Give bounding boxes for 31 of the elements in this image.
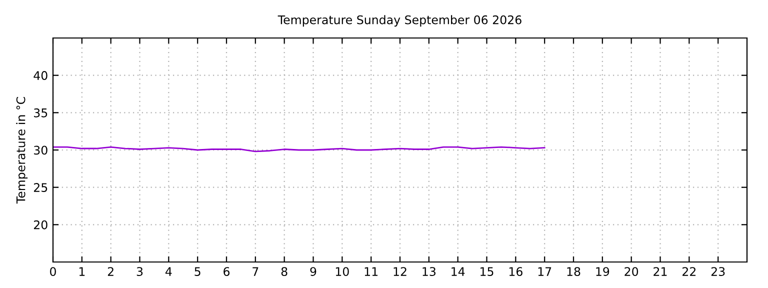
x-tick-label: 21 bbox=[654, 267, 667, 276]
x-tick-label: 3 bbox=[136, 267, 143, 276]
x-tick-label: 10 bbox=[336, 267, 349, 276]
x-tick-label: 5 bbox=[194, 267, 200, 276]
x-tick-label: 19 bbox=[596, 267, 610, 276]
x-tick-label: 20 bbox=[624, 267, 638, 276]
y-tick-label: 40 bbox=[34, 71, 48, 80]
y-tick-label: 30 bbox=[34, 146, 48, 155]
x-tick-label: 4 bbox=[165, 267, 172, 276]
y-tick-label: 35 bbox=[34, 108, 48, 118]
y-tick-label: 20 bbox=[34, 220, 48, 230]
x-tick-label: 17 bbox=[538, 267, 552, 276]
x-tick-label: 8 bbox=[281, 267, 288, 276]
x-tick-label: 12 bbox=[394, 267, 406, 276]
y-axis-title: Temperature in °C bbox=[16, 97, 28, 204]
x-tick-label: 13 bbox=[422, 267, 436, 276]
x-tick-label: 11 bbox=[364, 267, 378, 276]
x-tick-label: 18 bbox=[567, 267, 580, 276]
x-tick-label: 2 bbox=[108, 267, 114, 276]
x-tick-label: 14 bbox=[452, 267, 465, 276]
x-tick-label: 9 bbox=[310, 267, 316, 276]
x-tick-label: 0 bbox=[50, 267, 56, 276]
x-tick-label: 22 bbox=[682, 267, 696, 276]
y-tick-label: 25 bbox=[34, 183, 48, 192]
x-tick-label: 15 bbox=[480, 267, 494, 276]
x-tick-label: 7 bbox=[252, 267, 258, 276]
chart-title: Temperature Sunday September 06 2026 bbox=[278, 15, 522, 27]
x-tick-label: 1 bbox=[79, 267, 85, 276]
x-tick-label: 16 bbox=[509, 267, 522, 276]
x-tick-label: 23 bbox=[711, 267, 725, 276]
x-tick-label: 6 bbox=[224, 267, 230, 276]
